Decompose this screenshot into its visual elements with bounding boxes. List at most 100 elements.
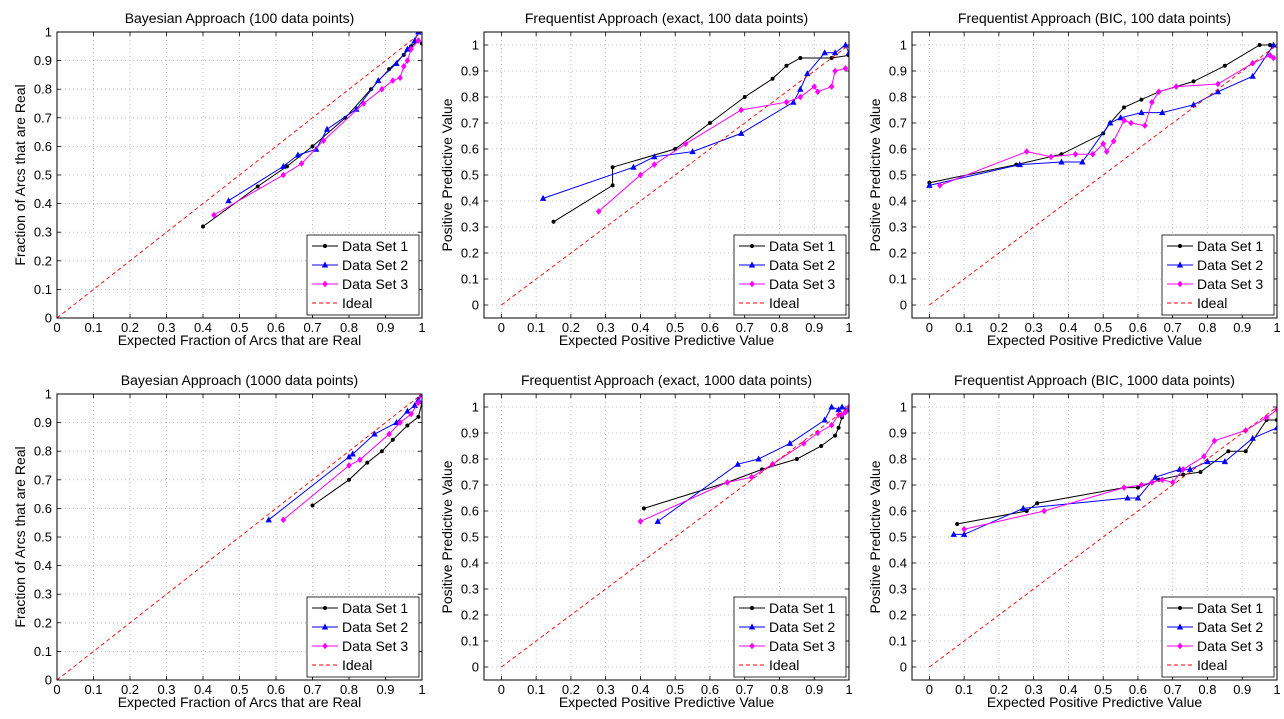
series-line-2 — [953, 427, 1277, 535]
y-tick-label: 0 — [45, 311, 52, 326]
x-tick-label: 0.4 — [194, 320, 212, 335]
point-s3 — [797, 93, 804, 101]
y-tick-label: 0.5 — [461, 530, 479, 545]
y-tick-label: 0 — [472, 660, 479, 675]
y-tick-label: 0.9 — [461, 64, 479, 79]
x-tick-label: 0.5 — [1094, 320, 1112, 335]
point-s1 — [379, 449, 384, 454]
y-tick-label: 0.5 — [34, 530, 52, 545]
axes-frame — [911, 31, 1278, 319]
point-s3 — [801, 440, 807, 447]
legend-label: Data Set 2 — [1197, 619, 1263, 635]
point-s3 — [1128, 119, 1134, 127]
legend-marker — [749, 642, 755, 650]
x-tick-label: 0 — [53, 320, 60, 335]
point-s3 — [360, 100, 367, 107]
point-s3 — [1121, 484, 1127, 491]
y-tick-label: 0.6 — [34, 501, 52, 516]
legend-marker — [321, 261, 329, 268]
point-s2 — [926, 181, 933, 188]
point-s2 — [1079, 158, 1086, 165]
point-s1 — [1268, 43, 1273, 47]
legend-label: Data Set 2 — [342, 257, 408, 273]
point-s1 — [310, 503, 315, 508]
series-line-1 — [312, 402, 422, 506]
x-tick-label: 0.6 — [701, 682, 719, 697]
x-tick-label: 0.3 — [597, 320, 615, 335]
legend: Data Set 1 Data Set 2 Data Set 3 Ideal — [1161, 234, 1275, 316]
x-tick-label: 0.9 — [1233, 682, 1251, 697]
point-s3 — [408, 410, 414, 418]
point-s2 — [738, 129, 745, 136]
point-s2 — [838, 403, 846, 410]
y-tick-label: 0.9 — [889, 426, 907, 441]
point-s1 — [387, 67, 392, 72]
legend-marker — [323, 606, 327, 610]
y-tick-label: 0.1 — [461, 272, 479, 287]
point-s2 — [375, 77, 382, 84]
y-tick-label: 0.9 — [461, 426, 479, 441]
point-s3 — [1201, 453, 1207, 460]
x-tick-label: 0 — [926, 320, 933, 335]
x-tick-label: 1 — [1273, 320, 1280, 335]
point-s2 — [1270, 41, 1277, 48]
x-tick-label: 0.9 — [1233, 320, 1251, 335]
point-s3 — [651, 161, 658, 168]
x-tick-label: 0 — [498, 320, 505, 335]
panel-5: 0 0.1 0.2 0.3 0.4 0.5 0.6 0.7 0.8 0.9 1 0 0.1 0.2 0.3 0… — [439, 372, 853, 710]
chart-title: Bayesian Approach (100 data points) — [125, 10, 355, 26]
x-tick-label: 1 — [418, 682, 425, 697]
series-group — [501, 403, 849, 668]
point-s2 — [950, 530, 957, 537]
chart-title: Frequentist Approach (BIC, 100 data poin… — [958, 10, 1231, 26]
point-s2 — [1106, 119, 1114, 126]
legend-box — [1161, 234, 1275, 316]
y-tick-label: 0.2 — [461, 246, 479, 261]
point-s2 — [225, 197, 232, 204]
x-axis-label: Expected Positive Predictive Value — [559, 694, 775, 710]
point-s1 — [1198, 470, 1203, 474]
panel-3: 0 0.1 0.2 0.3 0.4 0.5 0.6 0.7 0.8 0.9 1 0 0.1 0.2 0.3 0… — [867, 10, 1281, 348]
point-s3 — [390, 77, 396, 84]
series-group — [57, 394, 422, 680]
point-s2 — [1159, 109, 1166, 116]
legend-label: Data Set 2 — [769, 257, 835, 273]
panel-4: 0 0.1 0.2 0.3 0.4 0.5 0.6 0.7 0.8 0.9 1 0 0.1 0.2 0.3 0… — [12, 372, 426, 710]
point-s3 — [298, 160, 305, 167]
legend-marker — [321, 623, 329, 630]
point-s1 — [770, 76, 775, 81]
point-s2 — [411, 37, 418, 44]
point-s3 — [842, 65, 849, 72]
legend-label: Ideal — [1197, 295, 1227, 311]
y-axis-label: Positive Predictive Value — [867, 98, 883, 251]
ideal-line — [501, 406, 849, 668]
legend-label: Data Set 1 — [769, 600, 835, 616]
point-s1 — [610, 165, 615, 170]
point-s1 — [610, 183, 615, 188]
point-s3 — [415, 399, 422, 406]
y-tick-label: 0.2 — [461, 608, 479, 623]
legend-label: Data Set 1 — [1197, 600, 1263, 616]
legend-box — [733, 596, 847, 678]
y-tick-label: 0.7 — [889, 116, 907, 131]
y-tick-label: 0.6 — [34, 139, 52, 154]
chart-title: Frequentist Approach (exact, 100 data po… — [525, 10, 808, 26]
x-tick-label: 0.7 — [303, 320, 321, 335]
x-tick-label: 0.1 — [955, 320, 973, 335]
y-tick-label: 0.3 — [34, 225, 52, 240]
y-axis-label: Positive Predictive Value — [439, 460, 455, 613]
series-line-3 — [939, 54, 1274, 186]
legend-label: Ideal — [1197, 657, 1227, 673]
point-s3 — [814, 88, 821, 96]
x-tick-label: 0.8 — [340, 320, 358, 335]
point-s2 — [371, 430, 378, 437]
y-tick-label: 0.4 — [34, 558, 52, 573]
legend-marker — [323, 244, 327, 248]
point-s1 — [365, 460, 370, 465]
legend-marker — [1176, 261, 1184, 268]
legend-label: Data Set 1 — [1197, 238, 1263, 254]
point-s2 — [415, 32, 422, 35]
y-tick-label: 0.8 — [461, 452, 479, 467]
point-s1 — [551, 219, 556, 224]
x-tick-label: 0.9 — [376, 320, 394, 335]
